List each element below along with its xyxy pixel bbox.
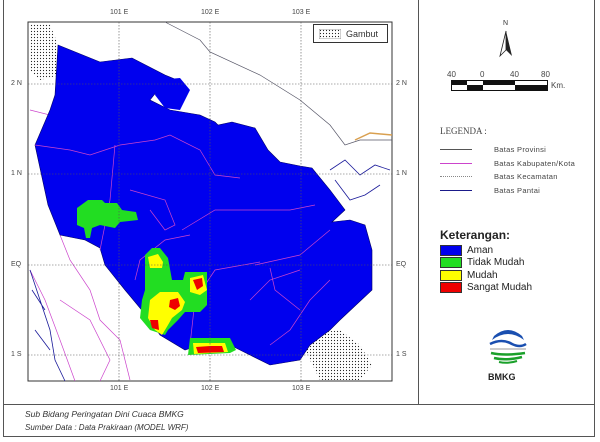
lat-label: 1 S	[396, 351, 407, 358]
legend-item: Mudah	[440, 269, 532, 282]
lon-label: 101 E	[110, 9, 129, 16]
legend-label: Aman	[467, 244, 494, 256]
region-aman	[155, 78, 190, 110]
legend-item: Aman	[440, 244, 532, 257]
region-sangat-mudah	[193, 278, 203, 290]
lon-label: 102 E	[201, 385, 220, 392]
region-aman	[318, 203, 333, 222]
legend-label: Mudah	[467, 269, 498, 281]
lon-label: 103 E	[292, 385, 311, 392]
line-swatch	[440, 149, 472, 151]
legend-label: Batas Kabupaten/Kota	[494, 158, 576, 168]
footer-line-2: Sumber Data : Data Prakiraan (MODEL WRF)	[25, 423, 189, 432]
legend-label: Sangat Mudah	[467, 282, 533, 294]
legend-item: Batas Pantai	[440, 184, 575, 198]
region-sangat-mudah	[169, 298, 180, 310]
lon-label: 101 E	[110, 385, 129, 392]
graticule	[28, 22, 392, 381]
legend-label: Batas Kecamatan	[494, 172, 558, 182]
coastline	[29, 269, 66, 382]
legend-item: Batas Kabupaten/Kota	[440, 157, 575, 171]
peat-area	[300, 330, 372, 380]
scale-tick: 80	[541, 70, 550, 79]
north-label: N	[503, 20, 509, 27]
lat-label: 1 N	[396, 170, 407, 177]
footer-divider	[3, 404, 595, 405]
north-arrow-icon	[499, 30, 512, 58]
lat-label: 1 S	[11, 351, 22, 358]
lat-label: EQ	[396, 261, 407, 268]
lat-label: 2 N	[11, 80, 22, 87]
color-swatch	[440, 257, 462, 269]
legend-label: Tidak Mudah	[467, 257, 525, 269]
bmkg-logo-text: BMKG	[488, 372, 516, 382]
lat-label: 1 N	[11, 170, 22, 177]
color-swatch	[440, 269, 462, 281]
line-swatch	[440, 176, 472, 178]
lon-label: 103 E	[292, 9, 311, 16]
lat-label: EQ	[11, 261, 22, 268]
legenda-title: LEGENDA :	[440, 126, 487, 136]
legend-item: Tidak Mudah	[440, 257, 532, 270]
line-legend: Batas Provinsi Batas Kabupaten/Kota Bata…	[440, 143, 575, 197]
line-swatch	[440, 189, 472, 191]
scale-tick: 40	[447, 70, 456, 79]
page-frame	[3, 0, 595, 437]
peat-area	[30, 24, 60, 80]
lat-label: 2 N	[396, 80, 407, 87]
region-mudah	[148, 254, 163, 268]
peat-legend: Gambut	[313, 24, 388, 43]
region-tidak-mudah	[77, 200, 138, 238]
river	[354, 132, 393, 141]
peat-swatch	[319, 28, 341, 39]
color-swatch	[440, 282, 462, 294]
legend-item: Sangat Mudah	[440, 282, 532, 295]
keterangan-title: Keterangan:	[440, 228, 511, 242]
legend-item: Batas Provinsi	[440, 143, 575, 157]
footer-line-1: Sub Bidang Peringatan Dini Cuaca BMKG	[25, 409, 184, 419]
bmkg-logo	[489, 326, 527, 364]
province-boundary	[164, 21, 392, 146]
map-canvas[interactable]	[0, 0, 418, 404]
scale-unit: Km.	[551, 81, 566, 90]
scale-tick: 0	[480, 70, 485, 79]
legend-label: Batas Provinsi	[494, 145, 547, 155]
coastline	[329, 159, 391, 201]
region-sangat-mudah	[150, 320, 159, 330]
scale-tick: 40	[510, 70, 519, 79]
lon-label: 102 E	[201, 9, 220, 16]
legend-item: Batas Kecamatan	[440, 170, 575, 184]
panel-divider	[418, 0, 419, 404]
fire-danger-legend: Aman Tidak Mudah Mudah Sangat Mudah	[440, 244, 532, 294]
legend-label: Batas Pantai	[494, 185, 541, 195]
peat-label: Gambut	[346, 28, 379, 39]
map-panel: 101 E 102 E 103 E 101 E 102 E 103 E 2 N …	[0, 0, 418, 404]
line-swatch	[440, 162, 472, 164]
color-swatch	[440, 244, 462, 256]
